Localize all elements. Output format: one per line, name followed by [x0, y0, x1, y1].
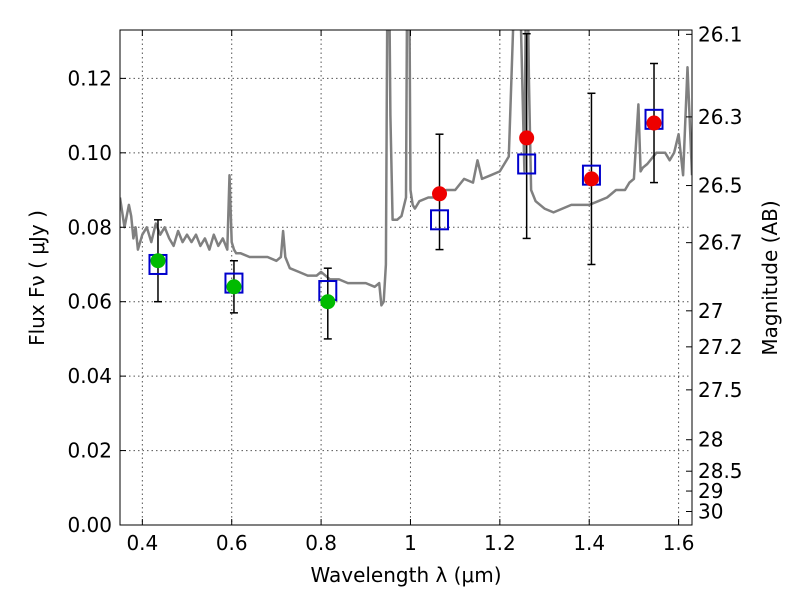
- y-tick-label: 0.02: [67, 439, 112, 463]
- y2-tick-label: 30: [698, 499, 723, 523]
- y-tick-label: 0.10: [67, 141, 112, 165]
- plot-frame: [119, 29, 693, 526]
- observed-point: [320, 294, 336, 310]
- x-tick-label: 1.6: [663, 531, 695, 555]
- y-tick-label: 0.04: [67, 364, 112, 388]
- y2-tick-label: 27.2: [698, 335, 743, 359]
- x-tick-label: 1.4: [573, 531, 605, 555]
- y2-tick-label: 26.5: [698, 174, 743, 198]
- y2-tick-label: 26.1: [698, 22, 743, 46]
- y-axis-ticks: 0.00 0.02 0.04 0.06 0.08 0.10 0.12: [67, 66, 126, 537]
- observed-point: [226, 279, 242, 295]
- y-tick-label: 0.08: [67, 215, 112, 239]
- observed-point: [646, 115, 662, 131]
- model-point: [430, 209, 450, 231]
- y2-tick-label: 27: [698, 299, 723, 323]
- x-tick-label: 0.8: [305, 531, 337, 555]
- observed-point: [432, 186, 448, 202]
- observed-point: [583, 171, 599, 187]
- y2-tick-label: 27.5: [698, 378, 743, 402]
- observed-points: [150, 115, 662, 310]
- model-point: [517, 153, 537, 175]
- observed-point: [150, 253, 166, 269]
- x-axis-title: Wavelength λ (μm): [310, 563, 501, 587]
- y-axis-title: Flux Fν ( μJy ): [25, 210, 49, 346]
- y-tick-label: 0.00: [67, 513, 112, 537]
- y2-axis-title: Magnitude (AB): [758, 200, 782, 355]
- y2-tick-label: 28.5: [698, 459, 743, 483]
- x-tick-label: 1.2: [484, 531, 516, 555]
- x-tick-label: 0.6: [216, 531, 248, 555]
- y2-tick-label: 26.7: [698, 231, 743, 255]
- x-tick-label: 1: [404, 531, 417, 555]
- x-axis-ticks: 0.4 0.6 0.8 1 1.2 1.4 1.6: [126, 30, 695, 555]
- x-tick-label: 0.4: [126, 531, 158, 555]
- observed-point: [519, 130, 535, 146]
- y-tick-label: 0.12: [67, 66, 112, 90]
- y2-tick-label: 26.3: [698, 105, 743, 129]
- y-tick-label: 0.06: [67, 290, 112, 314]
- y2-tick-label: 28: [698, 428, 723, 452]
- y2-tick-label: 29: [698, 479, 723, 503]
